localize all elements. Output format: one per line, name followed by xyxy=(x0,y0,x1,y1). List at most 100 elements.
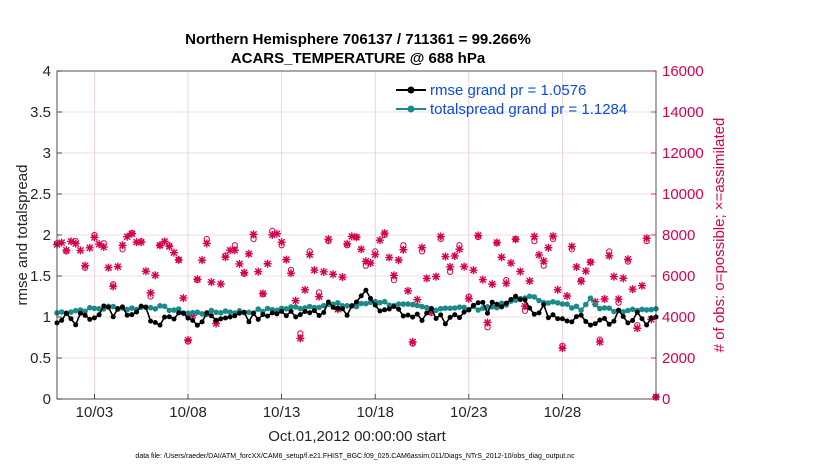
series-point xyxy=(91,305,98,312)
obs-marker xyxy=(403,286,412,295)
assimilated-marker xyxy=(361,257,370,266)
assimilated-marker xyxy=(539,256,548,265)
series-point xyxy=(129,305,135,311)
possible-marker xyxy=(503,277,510,284)
obs-marker xyxy=(254,267,263,276)
assimilated-marker xyxy=(343,239,352,248)
series-point xyxy=(171,316,177,322)
series-point xyxy=(498,300,505,307)
series-point xyxy=(320,302,327,309)
obs-marker xyxy=(221,253,230,262)
possible-marker xyxy=(493,240,500,247)
obs-marker xyxy=(249,230,258,239)
chart-title-line2: ACARS_TEMPERATURE @ 688 hPa xyxy=(231,50,486,67)
obs-marker xyxy=(530,232,539,241)
series-point xyxy=(358,293,364,299)
obs-marker xyxy=(301,285,310,294)
obs-marker xyxy=(286,269,295,278)
assimilated-marker xyxy=(502,279,511,288)
possible-marker xyxy=(615,299,622,306)
series-point xyxy=(246,319,252,325)
obs-marker xyxy=(132,238,141,247)
series-point xyxy=(480,299,486,305)
obs-marker xyxy=(268,230,277,239)
assimilated-marker xyxy=(418,243,427,252)
obs-marker xyxy=(394,256,403,265)
y-axis-left-ticks: 0 0.5 1 1.5 2 2.5 3 3.5 4 xyxy=(30,63,62,408)
series-point xyxy=(452,312,458,318)
assimilated-marker xyxy=(366,259,375,268)
possible-marker xyxy=(194,277,201,284)
assimilated-marker xyxy=(506,259,515,268)
series-point xyxy=(386,302,393,309)
assimilated-marker xyxy=(184,335,193,344)
series-point xyxy=(475,307,482,313)
series-point xyxy=(232,313,238,319)
obs-marker xyxy=(432,272,441,281)
obs-marker xyxy=(483,318,492,327)
series-point xyxy=(629,306,636,313)
possible-marker xyxy=(72,238,79,245)
series-point xyxy=(527,305,533,311)
series-point xyxy=(307,310,313,316)
series-point xyxy=(175,306,182,312)
possible-marker xyxy=(119,246,126,253)
series-point xyxy=(433,316,439,321)
assimilated-marker xyxy=(132,238,141,247)
x-tick-label: 10/23 xyxy=(450,404,488,421)
possible-marker xyxy=(446,268,454,275)
obs-marker xyxy=(99,243,108,252)
possible-marker xyxy=(306,248,313,255)
y-right-tick-label: 0 xyxy=(662,391,670,408)
series-point xyxy=(166,314,172,320)
obs-marker xyxy=(361,257,370,266)
obs-marker xyxy=(628,285,637,294)
series-point xyxy=(522,297,528,303)
series-point xyxy=(630,318,636,323)
obs-marker xyxy=(230,246,239,255)
possible-marker xyxy=(381,231,388,239)
series-point xyxy=(180,310,186,316)
obs-marker xyxy=(193,275,202,284)
obs-marker xyxy=(310,266,319,275)
obs-marker xyxy=(184,335,193,344)
obs-marker xyxy=(137,238,146,247)
assimilated-marker xyxy=(488,280,497,289)
assimilated-marker xyxy=(563,292,572,301)
obs-marker xyxy=(553,285,562,294)
series-point xyxy=(297,305,304,312)
assimilated-marker xyxy=(123,232,132,241)
assimilated-marker xyxy=(118,241,127,250)
assimilated-marker xyxy=(76,246,85,255)
series-point xyxy=(620,314,626,319)
series-point xyxy=(438,312,444,318)
obs-marker xyxy=(118,241,127,250)
possible-marker xyxy=(231,242,238,249)
obs-marker xyxy=(492,238,501,247)
y-right-tick-label: 6000 xyxy=(662,268,695,285)
possible-marker xyxy=(606,248,613,255)
series-point xyxy=(471,302,476,308)
x-tick-label: 10/13 xyxy=(263,404,301,421)
series-point xyxy=(508,297,514,302)
x-tick-label: 10/28 xyxy=(544,404,582,421)
assimilated-marker xyxy=(535,250,544,259)
obs-marker xyxy=(619,274,628,283)
series-point xyxy=(255,316,261,322)
assimilated-marker xyxy=(305,250,314,259)
obs-marker xyxy=(207,278,216,287)
assimilated-marker xyxy=(511,235,520,244)
series-point xyxy=(494,301,500,307)
series-point xyxy=(410,314,416,320)
y-left-tick-label: 3.5 xyxy=(30,104,51,121)
series-point xyxy=(573,303,580,310)
series-point xyxy=(405,301,411,307)
obs-marker xyxy=(216,280,225,289)
assimilated-marker xyxy=(389,271,398,280)
y-left-tick-label: 4 xyxy=(43,63,51,80)
series-point xyxy=(251,310,256,316)
obs-marker xyxy=(375,236,384,245)
obs-marker xyxy=(198,256,207,265)
y-left-tick-label: 2 xyxy=(43,227,51,244)
y-right-tick-label: 2000 xyxy=(662,350,695,367)
